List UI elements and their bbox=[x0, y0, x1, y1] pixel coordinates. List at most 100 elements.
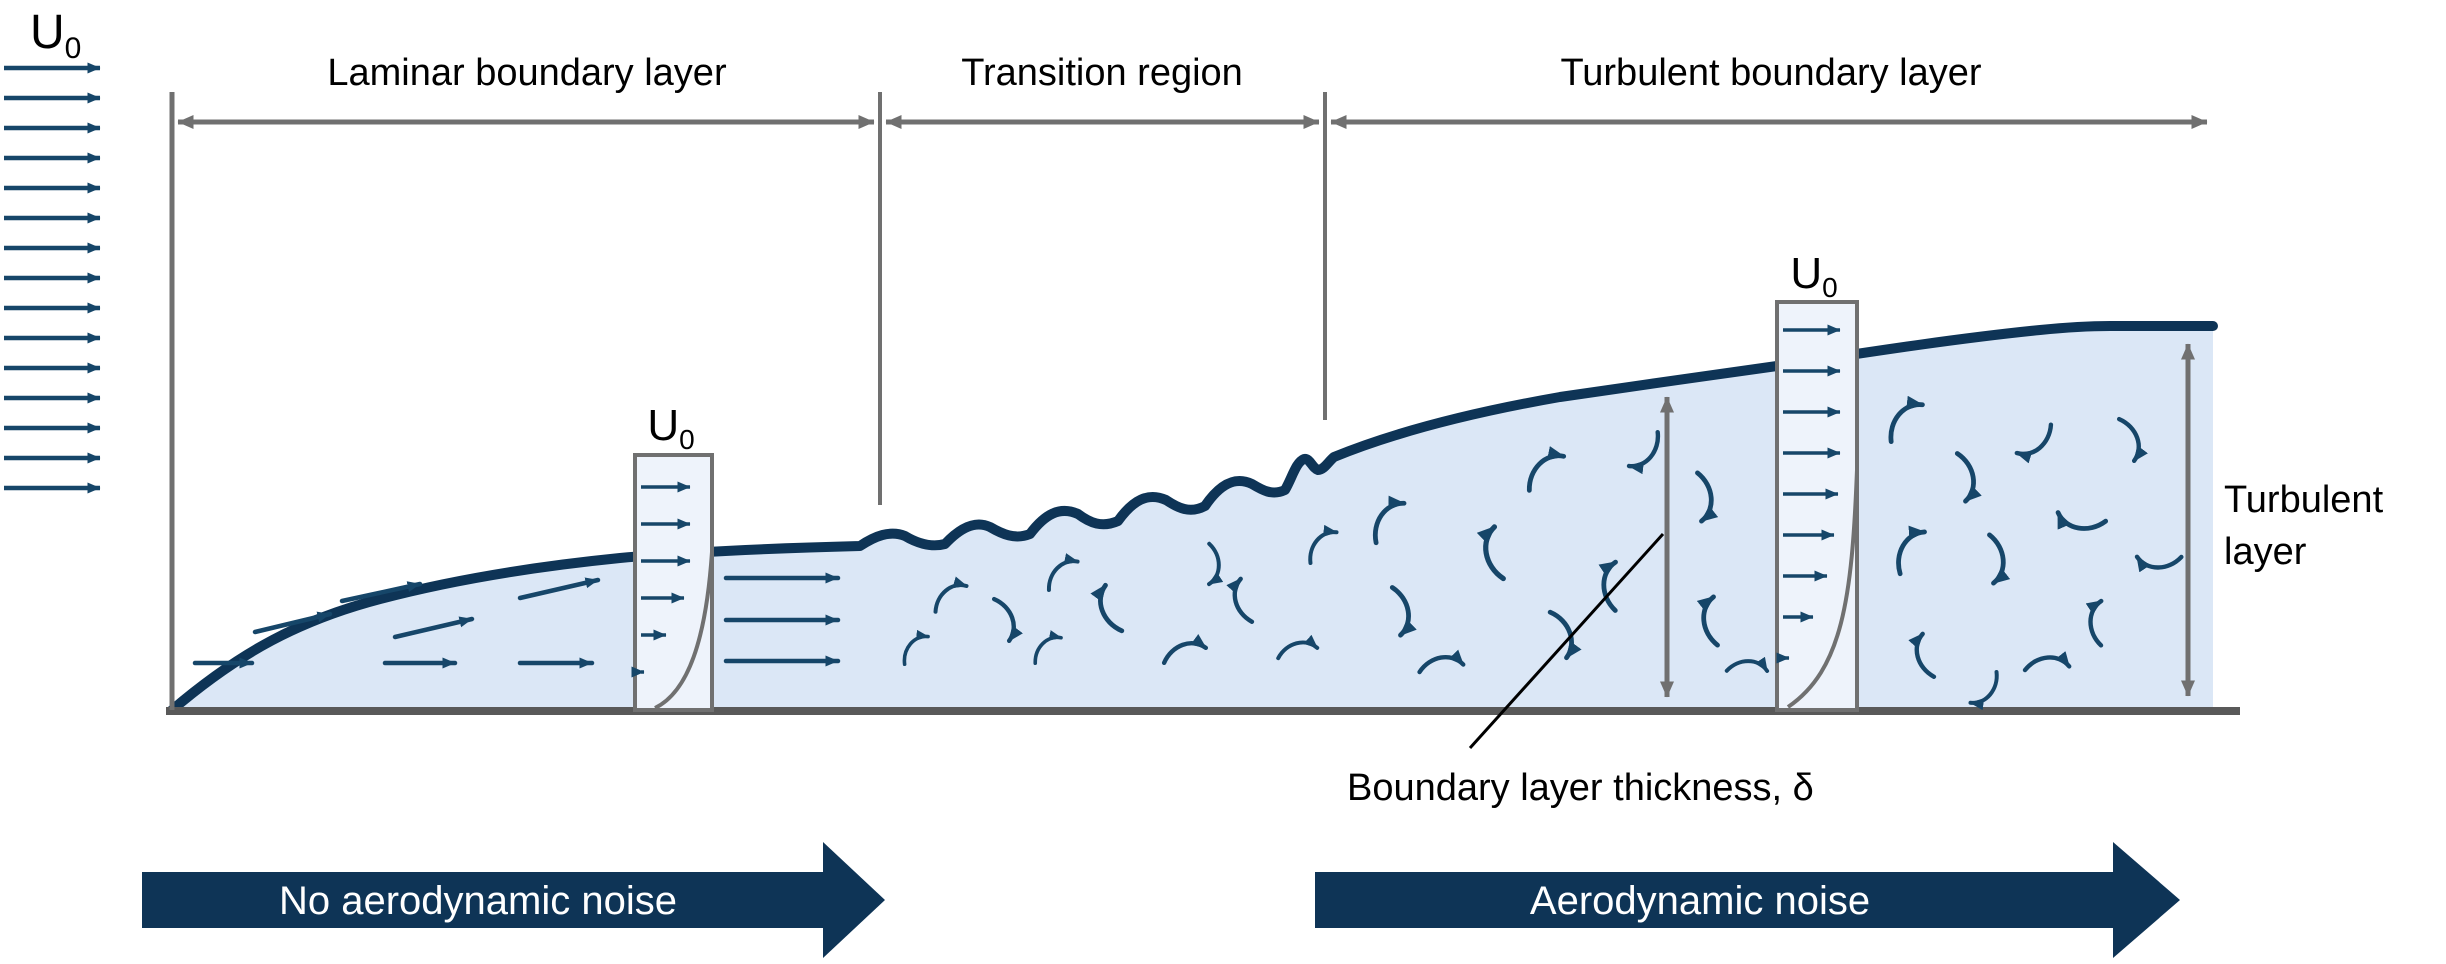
swirl-arrow-icon bbox=[1389, 585, 1417, 638]
boundary-layer-fill bbox=[172, 326, 2213, 710]
inflow-arrow-group bbox=[4, 62, 101, 494]
swirl-arrow-path bbox=[1695, 470, 1719, 524]
swirl-arrow-path bbox=[1372, 495, 1407, 546]
transition-region-label: Transition region bbox=[961, 52, 1243, 94]
swirl-arrow-path bbox=[2085, 598, 2104, 648]
swirl-arrow-icon bbox=[1954, 451, 1982, 504]
swirl-arrow-icon bbox=[1626, 429, 1661, 475]
freestream-velocity-label: U0 bbox=[30, 6, 81, 65]
swirl-arrow-icon bbox=[1033, 630, 1063, 666]
swirl-arrow-path bbox=[1276, 634, 1320, 661]
swirl-arrow-path bbox=[1389, 585, 1417, 638]
swirl-arrow-icon bbox=[1207, 541, 1224, 587]
swirl-arrow-icon bbox=[1476, 524, 1506, 582]
swirl-arrow-path bbox=[1090, 582, 1125, 634]
laminar-profile-velocity-label: U0 bbox=[647, 401, 694, 455]
turbulent-layer-label-line1: Turbulent bbox=[2224, 479, 2384, 521]
swirl-arrow-icon bbox=[1696, 594, 1720, 648]
swirl-arrow-icon bbox=[1888, 395, 1925, 445]
swirl-arrow-icon bbox=[1987, 532, 2011, 586]
laminar-profile-envelope bbox=[654, 551, 714, 710]
swirl-arrow-icon bbox=[2022, 651, 2072, 673]
swirl-arrow-path bbox=[1161, 634, 1209, 666]
swirl-arrow-path bbox=[1954, 451, 1982, 504]
aerodynamic-noise-arrow: Aerodynamic noise bbox=[1315, 842, 2180, 958]
turbulent-profile-envelope bbox=[1786, 469, 1859, 709]
turbulence-swirl-group bbox=[902, 395, 2184, 711]
swirl-arrow-path bbox=[2014, 422, 2054, 464]
swirl-arrow-icon bbox=[1908, 631, 1937, 679]
turbulent-layer-label-line2: layer bbox=[2224, 531, 2307, 573]
swirl-arrow-icon bbox=[1308, 524, 1339, 566]
aerodynamic-noise-label: Aerodynamic noise bbox=[1530, 879, 1870, 923]
swirl-arrow-path bbox=[1526, 446, 1567, 493]
laminar-flow-arrow bbox=[392, 616, 475, 640]
swirl-arrow-path bbox=[1308, 524, 1339, 566]
swirl-arrow-icon bbox=[1090, 582, 1125, 634]
laminar-flow-arrow bbox=[517, 577, 601, 601]
laminar-flow-arrow bbox=[339, 581, 423, 604]
swirl-arrow-icon bbox=[1968, 669, 1999, 711]
swirl-arrow-path bbox=[1033, 630, 1063, 666]
swirl-arrow-icon bbox=[933, 576, 969, 614]
swirl-arrow-path bbox=[1417, 649, 1466, 675]
swirl-arrow-icon bbox=[1276, 634, 1320, 661]
swirl-arrow-icon bbox=[902, 629, 930, 667]
swirl-arrow-path bbox=[1908, 631, 1937, 679]
swirl-arrow-path bbox=[1046, 553, 1080, 592]
turbulent-profile-velocity-label: U0 bbox=[1790, 249, 1837, 303]
swirl-arrow-path bbox=[1987, 532, 2011, 586]
swirl-arrow-path bbox=[1598, 559, 1618, 613]
swirl-arrow-path bbox=[1226, 576, 1255, 624]
laminar-velocity-sub: 0 bbox=[679, 424, 695, 455]
swirl-arrow-icon bbox=[991, 596, 1023, 644]
swirl-arrow-path bbox=[1626, 429, 1661, 475]
swirl-arrow-icon bbox=[1896, 525, 1927, 577]
swirl-arrow-icon bbox=[1598, 559, 1618, 613]
turbulent-velocity-sub: 0 bbox=[1822, 272, 1838, 303]
swirl-arrow-path bbox=[1207, 541, 1224, 587]
swirl-arrow-path bbox=[1888, 395, 1925, 445]
swirl-arrow-path bbox=[991, 596, 1023, 644]
delta-pointer-line bbox=[1468, 532, 1665, 750]
swirl-arrow-icon bbox=[1372, 495, 1407, 546]
swirl-arrow-path bbox=[933, 576, 969, 614]
swirl-arrow-icon bbox=[1526, 446, 1567, 493]
swirl-arrow-path bbox=[1476, 524, 1506, 582]
swirl-arrow-path bbox=[902, 629, 930, 667]
swirl-arrow-path bbox=[1547, 609, 1582, 661]
swirl-arrow-icon bbox=[1417, 649, 1466, 675]
swirl-arrow-path bbox=[2134, 554, 2184, 573]
swirl-arrow-icon bbox=[1547, 609, 1582, 661]
no-aerodynamic-noise-label: No aerodynamic noise bbox=[279, 879, 677, 923]
swirl-arrow-path bbox=[1724, 656, 1770, 673]
swirl-arrow-icon bbox=[2014, 422, 2054, 464]
swirl-arrow-icon bbox=[1046, 553, 1080, 592]
swirl-arrow-path bbox=[1968, 669, 1999, 711]
swirl-arrow-icon bbox=[1724, 656, 1770, 673]
swirl-arrow-path bbox=[2022, 651, 2072, 673]
swirl-arrow-icon bbox=[1226, 576, 1255, 624]
swirl-arrow-icon bbox=[1161, 634, 1209, 666]
swirl-arrow-icon bbox=[2085, 598, 2104, 648]
laminar-flow-arrow-group bbox=[192, 572, 841, 669]
no-aerodynamic-noise-arrow: No aerodynamic noise bbox=[142, 842, 885, 958]
boundary-thickness-label: Boundary layer thickness, δ bbox=[1347, 767, 1814, 809]
laminar-region-label: Laminar boundary layer bbox=[327, 52, 727, 94]
turbulent-velocity-main: U bbox=[1790, 249, 1822, 298]
turbulent-region-label: Turbulent boundary layer bbox=[1560, 52, 1981, 94]
swirl-arrow-icon bbox=[1695, 470, 1719, 524]
freestream-velocity-main: U bbox=[30, 6, 65, 59]
laminar-velocity-main: U bbox=[647, 401, 679, 450]
laminar-flow-arrow bbox=[252, 611, 333, 635]
velocity-profile-laminar: U0 bbox=[631, 401, 714, 712]
freestream-velocity-sub: 0 bbox=[65, 32, 82, 65]
swirl-arrow-icon bbox=[2116, 416, 2148, 464]
swirl-arrow-path bbox=[2116, 416, 2148, 464]
swirl-arrow-path bbox=[2055, 510, 2109, 531]
swirl-arrow-path bbox=[1696, 594, 1720, 648]
velocity-profile-turbulent: U0 bbox=[1775, 249, 1859, 712]
swirl-arrow-icon bbox=[2134, 554, 2184, 573]
swirl-arrow-icon bbox=[2055, 510, 2109, 531]
